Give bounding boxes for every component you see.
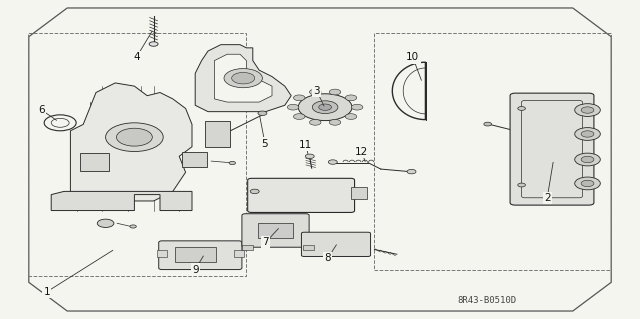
Bar	[374, 33, 611, 270]
Text: 1: 1	[44, 287, 50, 297]
Circle shape	[518, 107, 525, 110]
Circle shape	[319, 104, 332, 110]
Circle shape	[298, 94, 352, 121]
Bar	[80, 153, 109, 171]
FancyBboxPatch shape	[248, 178, 355, 212]
Text: 6: 6	[38, 105, 45, 115]
Text: 9: 9	[192, 264, 198, 275]
Circle shape	[294, 114, 305, 119]
Text: 5: 5	[262, 138, 268, 149]
Circle shape	[345, 95, 356, 101]
Circle shape	[258, 111, 267, 115]
Circle shape	[581, 131, 594, 137]
Bar	[351, 187, 367, 199]
Text: 8: 8	[324, 253, 331, 263]
Polygon shape	[51, 191, 192, 211]
Circle shape	[581, 156, 594, 163]
Circle shape	[229, 161, 236, 165]
Polygon shape	[214, 54, 272, 102]
Circle shape	[106, 123, 163, 152]
Circle shape	[575, 104, 600, 116]
Circle shape	[581, 180, 594, 187]
FancyBboxPatch shape	[159, 241, 242, 270]
Text: 4: 4	[133, 52, 140, 63]
Bar	[303, 245, 314, 250]
Circle shape	[575, 153, 600, 166]
Circle shape	[130, 225, 136, 228]
Circle shape	[250, 189, 259, 194]
Bar	[242, 245, 253, 250]
Circle shape	[328, 160, 337, 164]
Bar	[28, 33, 246, 276]
FancyBboxPatch shape	[242, 214, 309, 247]
Circle shape	[310, 89, 321, 95]
Circle shape	[287, 104, 299, 110]
Circle shape	[116, 128, 152, 146]
Circle shape	[581, 107, 594, 113]
Circle shape	[575, 128, 600, 140]
Circle shape	[312, 101, 338, 114]
Circle shape	[329, 120, 340, 125]
Bar	[205, 121, 230, 147]
Circle shape	[407, 169, 416, 174]
Polygon shape	[70, 83, 192, 201]
Circle shape	[294, 95, 305, 101]
Circle shape	[575, 177, 600, 190]
Circle shape	[224, 69, 262, 88]
Circle shape	[518, 183, 525, 187]
Circle shape	[329, 89, 340, 95]
Bar	[175, 247, 216, 262]
Circle shape	[351, 104, 363, 110]
Text: 11: 11	[300, 140, 312, 150]
Circle shape	[345, 114, 356, 119]
Text: 2: 2	[544, 193, 550, 203]
Text: 10: 10	[406, 52, 419, 63]
Text: 3: 3	[314, 86, 320, 96]
FancyBboxPatch shape	[510, 93, 594, 205]
Bar	[157, 250, 167, 257]
Circle shape	[232, 72, 255, 84]
Circle shape	[484, 122, 492, 126]
Circle shape	[305, 154, 314, 159]
Text: 8R43-B0510D: 8R43-B0510D	[458, 296, 516, 305]
Text: 7: 7	[262, 237, 269, 248]
Circle shape	[149, 42, 158, 46]
Circle shape	[310, 120, 321, 125]
Circle shape	[97, 219, 114, 227]
Bar	[234, 250, 244, 257]
Bar	[258, 223, 293, 238]
Bar	[182, 152, 207, 167]
Polygon shape	[195, 45, 291, 112]
Text: 12: 12	[355, 146, 368, 157]
FancyBboxPatch shape	[301, 232, 371, 256]
